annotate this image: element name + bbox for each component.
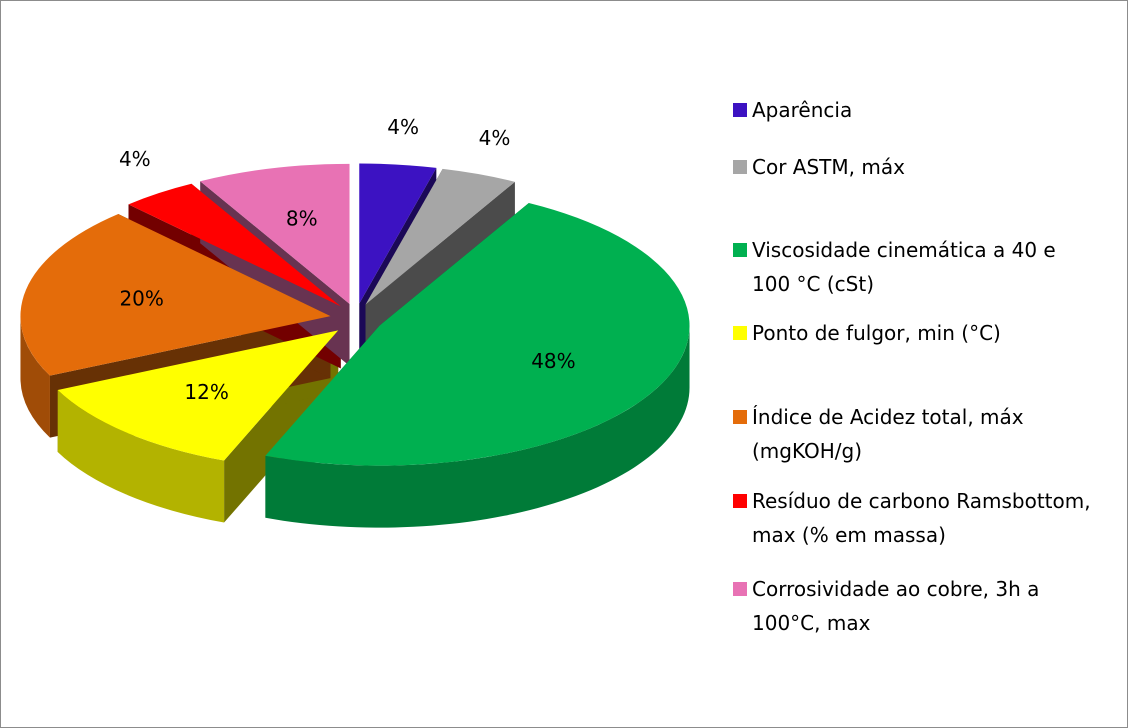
data-label: 4% bbox=[479, 126, 511, 150]
slice bbox=[200, 163, 350, 304]
slice bbox=[359, 163, 437, 304]
slice-tops bbox=[20, 163, 690, 466]
legend-swatch bbox=[733, 160, 747, 174]
slice bbox=[57, 330, 339, 461]
slice-wall bbox=[57, 389, 225, 523]
data-label: 4% bbox=[387, 115, 419, 139]
legend-swatch bbox=[733, 243, 747, 257]
data-label: 48% bbox=[531, 349, 575, 373]
data-label: 20% bbox=[119, 286, 163, 310]
legend-label: Índice de Acidez total, máx (mgKOH/g) bbox=[752, 405, 1024, 463]
legend-entry: Viscosidade cinemática a 40 e 100 °C (cS… bbox=[733, 233, 1093, 301]
pie-area: 4% 4% 48% 12% 20% 4% 8% bbox=[20, 115, 690, 528]
legend-label: Aparência bbox=[752, 98, 853, 122]
legend-entry: Cor ASTM, máx bbox=[733, 150, 1093, 184]
legend-entry: Índice de Acidez total, máx (mgKOH/g) bbox=[733, 400, 1093, 468]
legend-label: Cor ASTM, máx bbox=[752, 155, 905, 179]
legend-label: Ponto de fulgor, min (°C) bbox=[752, 321, 1001, 345]
data-label: 12% bbox=[184, 380, 228, 404]
slice bbox=[20, 214, 331, 376]
slice bbox=[265, 202, 690, 466]
legend-label: Corrosividade ao cobre, 3h a 100°C, max bbox=[752, 577, 1040, 635]
legend-label: Resíduo de carbono Ramsbottom, max (% em… bbox=[752, 489, 1091, 547]
legend-swatch bbox=[733, 326, 747, 340]
legend-swatch bbox=[733, 410, 747, 424]
slice-wall bbox=[20, 316, 50, 438]
slice bbox=[128, 183, 341, 307]
data-label: 4% bbox=[119, 147, 151, 171]
legend-label: Viscosidade cinemática a 40 e 100 °C (cS… bbox=[752, 238, 1056, 296]
slice-walls bbox=[20, 316, 690, 528]
legend-entry: Resíduo de carbono Ramsbottom, max (% em… bbox=[733, 484, 1093, 552]
legend-entry: Corrosividade ao cobre, 3h a 100°C, max bbox=[733, 572, 1093, 640]
legend-swatch bbox=[733, 494, 747, 508]
slice bbox=[365, 168, 515, 305]
slice-wall bbox=[265, 325, 690, 528]
legend-entry: Ponto de fulgor, min (°C) bbox=[733, 316, 1093, 350]
legend-swatch bbox=[733, 103, 747, 117]
data-label: 8% bbox=[286, 206, 318, 230]
legend-swatch bbox=[733, 582, 747, 596]
legend-entry: Aparência bbox=[733, 93, 1093, 127]
